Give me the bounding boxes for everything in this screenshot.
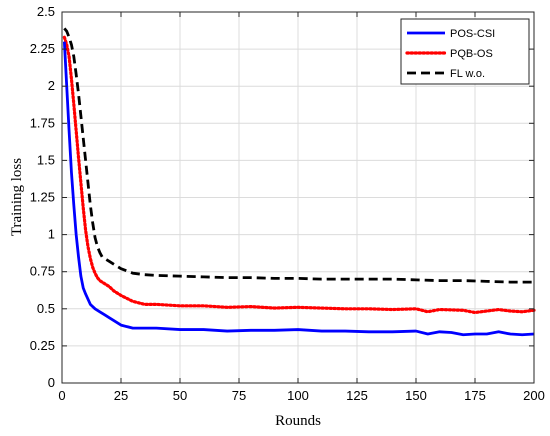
y-tick-label: 2 (48, 78, 55, 93)
series-line-fl-w-o (63, 27, 534, 284)
y-tick-label: 1.25 (30, 190, 55, 205)
x-tick-label: 50 (173, 388, 187, 403)
series-line-pos-csi (62, 41, 535, 337)
legend-entry-label: POS-CSI (450, 28, 495, 40)
y-tick-label: 0 (48, 375, 55, 390)
x-tick-label: 25 (114, 388, 128, 403)
x-axis-ticks: 0 25 50 75 100 125 150 175 200 (58, 12, 545, 403)
x-axis-label: Rounds (275, 413, 321, 429)
x-tick-label: 175 (464, 388, 486, 403)
legend: POS-CSI PQB-OS FL w.o. (400, 18, 530, 85)
y-tick-label: 1.75 (30, 115, 55, 130)
x-tick-label: 0 (58, 388, 65, 403)
y-tick-label: 1.5 (37, 152, 55, 167)
x-tick-label: 150 (405, 388, 427, 403)
x-tick-label: 75 (232, 388, 246, 403)
y-axis-ticks: 0 0.25 0.5 0.75 1 1.25 1.5 1.75 2 2.25 2.5 (30, 4, 534, 390)
y-tick-label: 1 (48, 227, 55, 242)
y-axis-label: Training loss (9, 158, 25, 236)
x-tick-label: 100 (287, 388, 309, 403)
y-tick-label: 0.25 (30, 338, 55, 353)
y-tick-label: 0.75 (30, 264, 55, 279)
series-lines (62, 27, 536, 337)
x-tick-label: 200 (523, 388, 545, 403)
series-line-pqb-os (62, 35, 536, 315)
y-tick-label: 2.25 (30, 41, 55, 56)
y-tick-label: 0.5 (37, 301, 55, 316)
x-tick-label: 125 (346, 388, 368, 403)
y-tick-label: 2.5 (37, 4, 55, 19)
legend-entry-label: FL w.o. (450, 68, 485, 80)
legend-entry-label: PQB-OS (450, 48, 493, 60)
